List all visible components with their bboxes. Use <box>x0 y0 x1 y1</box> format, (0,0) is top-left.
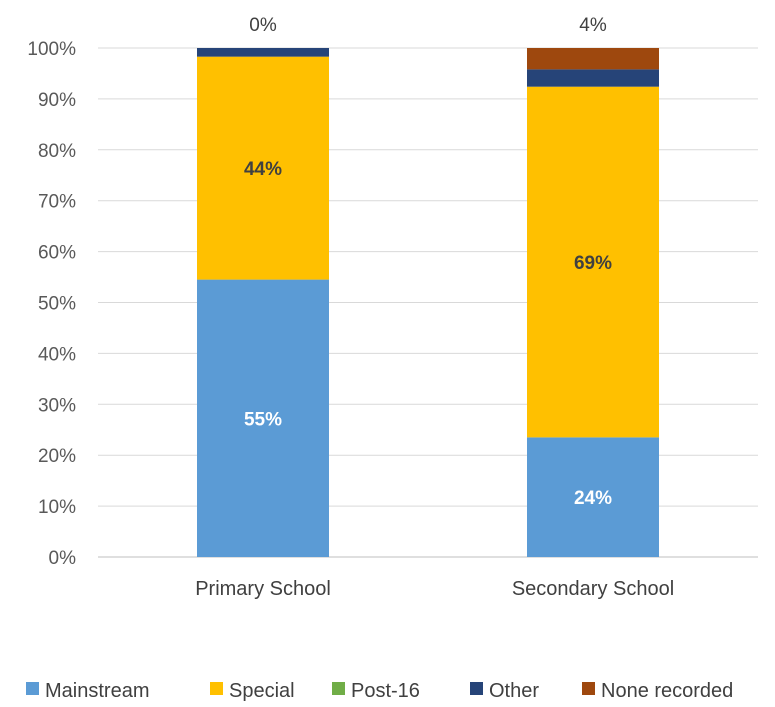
legend-swatch <box>470 682 483 695</box>
y-tick-label: 30% <box>38 395 76 416</box>
y-tick-label: 20% <box>38 446 76 467</box>
legend-label: Special <box>229 680 295 702</box>
segment-data-label: 24% <box>574 488 612 509</box>
x-axis: Primary School Secondary School <box>195 578 674 600</box>
bar-segment-mainstream <box>527 437 659 557</box>
y-tick-label: 40% <box>38 344 76 365</box>
segment-data-label: 44% <box>244 159 282 180</box>
y-tick-label: 50% <box>38 294 76 315</box>
bar-segment-other <box>197 48 329 57</box>
legend-swatch <box>332 682 345 695</box>
legend-label: Post-16 <box>351 680 420 702</box>
bar-segment-none-recorded <box>527 48 659 70</box>
bar-segment-special <box>197 56 329 280</box>
legend-swatch <box>26 682 39 695</box>
y-tick-label: 90% <box>38 90 76 111</box>
segment-data-label: 69% <box>574 253 612 274</box>
bar-segment-special <box>527 86 659 438</box>
bars <box>197 48 659 557</box>
y-tick-label: 60% <box>38 243 76 264</box>
legend-swatch <box>210 682 223 695</box>
legend-label: None recorded <box>601 680 733 702</box>
top-data-label: 0% <box>249 15 277 36</box>
bar-segment-other <box>527 69 659 87</box>
y-tick-label: 70% <box>38 192 76 213</box>
legend-swatch <box>582 682 595 695</box>
y-tick-label: 10% <box>38 497 76 518</box>
y-axis: 0% 10% 20% 30% 40% 50% 60% 70% 80% 90% 100% <box>27 39 76 569</box>
bar-segment-mainstream <box>197 279 329 557</box>
x-category-label: Secondary School <box>512 578 674 600</box>
x-category-label: Primary School <box>195 578 331 600</box>
segment-data-label: 55% <box>244 409 282 430</box>
y-tick-label: 100% <box>27 39 76 60</box>
legend: Mainstream Special Post-16 Other None record… <box>26 680 733 702</box>
legend-label: Mainstream <box>45 680 149 702</box>
y-tick-label: 80% <box>38 141 76 162</box>
legend-label: Other <box>489 680 539 702</box>
y-tick-label: 0% <box>49 548 77 569</box>
top-data-label: 4% <box>579 15 607 36</box>
data-labels: 55% 44% 0% 24% 69% 4% <box>244 15 612 509</box>
